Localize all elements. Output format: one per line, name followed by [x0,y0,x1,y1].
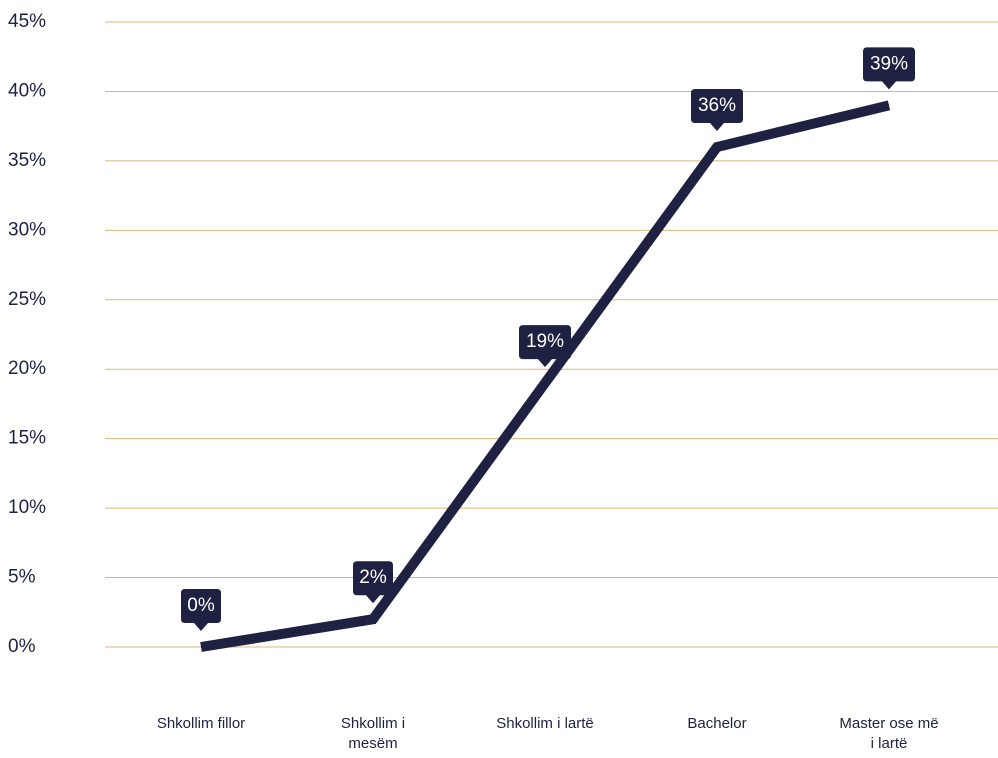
x-tick-label: Shkollim fillor [156,715,246,732]
y-tick-label: 5% [8,567,36,588]
data-label: 39% [870,53,908,74]
data-label-box [353,561,393,604]
y-tick-label: 35% [8,150,46,171]
data-label: 36% [698,95,736,116]
data-label-box [181,589,221,631]
y-tick-label: 45% [8,11,46,32]
y-tick-label: 0% [8,636,36,657]
x-tick-label: Shkollim i mesëm [340,715,406,752]
y-tick-label: 15% [8,428,46,449]
data-label: 2% [359,567,387,588]
y-tick-label: 30% [8,219,46,240]
x-tick-label: Bachelor [687,715,747,732]
line [200,100,891,652]
y-tick-label: 20% [8,358,46,379]
y-tick-label: 25% [8,289,46,310]
data-label-box [863,47,915,90]
data-label-box [519,325,571,368]
data-label: 19% [526,331,564,352]
x-tick-label: Master ose më i lartë [839,715,939,752]
y-tick-label: 40% [8,80,46,101]
data-label: 0% [187,595,215,616]
x-tick-label: Shkollim i lartë [496,715,594,732]
data-label-box [691,89,743,131]
y-tick-label: 10% [8,497,46,518]
